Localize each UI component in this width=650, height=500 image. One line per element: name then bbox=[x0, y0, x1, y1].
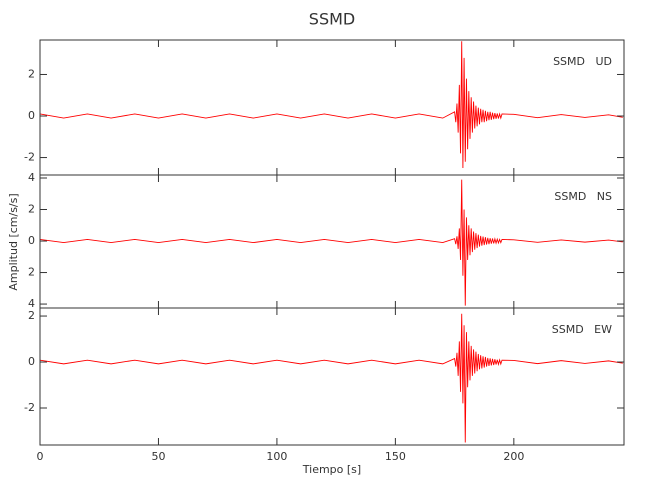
trace bbox=[39, 313, 623, 443]
y-axis-label: Amplitud [cm/s/s] bbox=[7, 193, 20, 290]
annotation: SSMD UD bbox=[553, 55, 612, 68]
trace bbox=[39, 41, 623, 168]
panel-frame bbox=[39, 174, 625, 309]
y-tick-label: 2 bbox=[28, 67, 35, 80]
x-tick-label: 200 bbox=[503, 450, 524, 463]
y-tick-label: 0 bbox=[28, 234, 35, 247]
y-tick-label: 4 bbox=[28, 171, 35, 184]
annotation: SSMD NS bbox=[554, 190, 612, 203]
y-tick-label: 0 bbox=[28, 355, 35, 368]
chart-title: SSMD bbox=[309, 10, 355, 29]
panel-frame bbox=[39, 39, 625, 176]
x-tick-label: 0 bbox=[37, 450, 44, 463]
x-tick-label: 50 bbox=[151, 450, 165, 463]
y-tick-label: 0 bbox=[28, 109, 35, 122]
y-tick-label: 2 bbox=[28, 203, 35, 216]
x-tick-label: 100 bbox=[266, 450, 287, 463]
y-tick-label: 2 bbox=[28, 309, 35, 322]
annotation: SSMD EW bbox=[552, 323, 612, 336]
y-tick-label: -2 bbox=[24, 151, 35, 164]
x-axis-label: Tiempo [s] bbox=[302, 463, 361, 476]
y-tick-label: -2 bbox=[24, 401, 35, 414]
x-tick-label: 150 bbox=[385, 450, 406, 463]
panel-frame bbox=[39, 307, 625, 446]
trace bbox=[39, 179, 623, 306]
y-tick-label: 2 bbox=[28, 266, 35, 279]
y-tick-label: 4 bbox=[28, 297, 35, 310]
